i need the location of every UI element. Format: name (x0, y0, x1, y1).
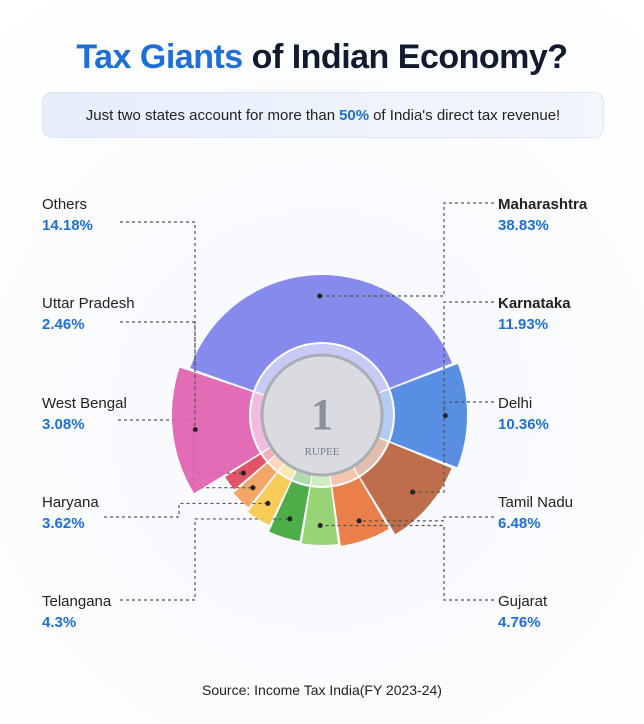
slice-name: Gujarat (498, 593, 548, 610)
leader-line (320, 524, 494, 601)
label-tamil-nadu: Tamil Nadu 6.48% (498, 492, 573, 534)
leader-dot (317, 293, 323, 299)
leader-line (104, 502, 268, 518)
label-telangana: Telangana 4.3% (42, 591, 111, 633)
subtitle-box: Just two states account for more than 50… (42, 92, 604, 138)
slice-others (172, 367, 322, 494)
label-others: Others 14.18% (42, 194, 93, 236)
slice-name: Uttar Pradesh (42, 295, 135, 312)
label-haryana: Haryana 3.62% (42, 492, 99, 534)
label-uttar-pradesh: Uttar Pradesh 2.46% (42, 293, 135, 335)
slice-name: Delhi (498, 395, 533, 412)
slice-value: 14.18% (42, 217, 93, 234)
source-note: Source: Income Tax India(FY 2023-24) (202, 682, 442, 698)
subtitle-text-end: of India's direct tax revenue! (373, 106, 561, 124)
leader-dot (317, 522, 323, 528)
label-west-bengal: West Bengal 3.08% (42, 393, 127, 435)
leader-line (319, 202, 494, 297)
leader-dot (192, 426, 198, 432)
slice-value: 4.3% (42, 614, 77, 631)
leader-dot (410, 489, 416, 495)
title-rest: of Indian Economy? (251, 38, 568, 76)
slice-value: 38.83% (498, 217, 549, 234)
leader-dot (265, 500, 271, 506)
slice-name: Telangana (42, 593, 112, 610)
leader-dot (250, 485, 256, 491)
slice-value: 10.36% (498, 416, 549, 433)
title-highlight: Tax Giants (76, 38, 243, 76)
label-delhi: Delhi 10.36% (498, 393, 549, 435)
slice-value: 3.62% (42, 515, 85, 532)
slice-value: 6.48% (498, 515, 541, 532)
subtitle-text: Just two states account for more than (85, 106, 336, 124)
leader-dot (356, 518, 362, 524)
slice-value: 2.46% (42, 316, 85, 333)
slice-name: Others (42, 196, 88, 213)
slice-name: West Bengal (42, 395, 127, 412)
slice-value: 11.93% (498, 316, 549, 333)
slice-value: 4.76% (498, 614, 541, 631)
slice-value: 3.08% (42, 416, 85, 433)
slice-name: Haryana (42, 494, 99, 511)
leader-line (359, 516, 494, 522)
coin-numeral: 1 (311, 390, 333, 439)
subtitle-highlight: 50% (339, 106, 370, 124)
leader-line (120, 518, 290, 601)
slice-name: Maharashtra (498, 196, 588, 213)
rupee-coin-icon (260, 353, 384, 477)
chart-title: Tax Giants of Indian Economy? (0, 38, 644, 77)
label-maharashtra: Maharashtra 38.83% (498, 194, 587, 236)
label-karnataka: Karnataka 11.93% (498, 293, 571, 335)
label-gujarat: Gujarat 4.76% (498, 591, 547, 633)
slice-name: Karnataka (498, 295, 571, 312)
coin-text: RUPEE (305, 446, 340, 458)
leader-dot (240, 470, 246, 476)
leader-dot (287, 516, 293, 522)
leader-line (412, 401, 494, 493)
slice-name: Tamil Nadu (498, 494, 574, 511)
